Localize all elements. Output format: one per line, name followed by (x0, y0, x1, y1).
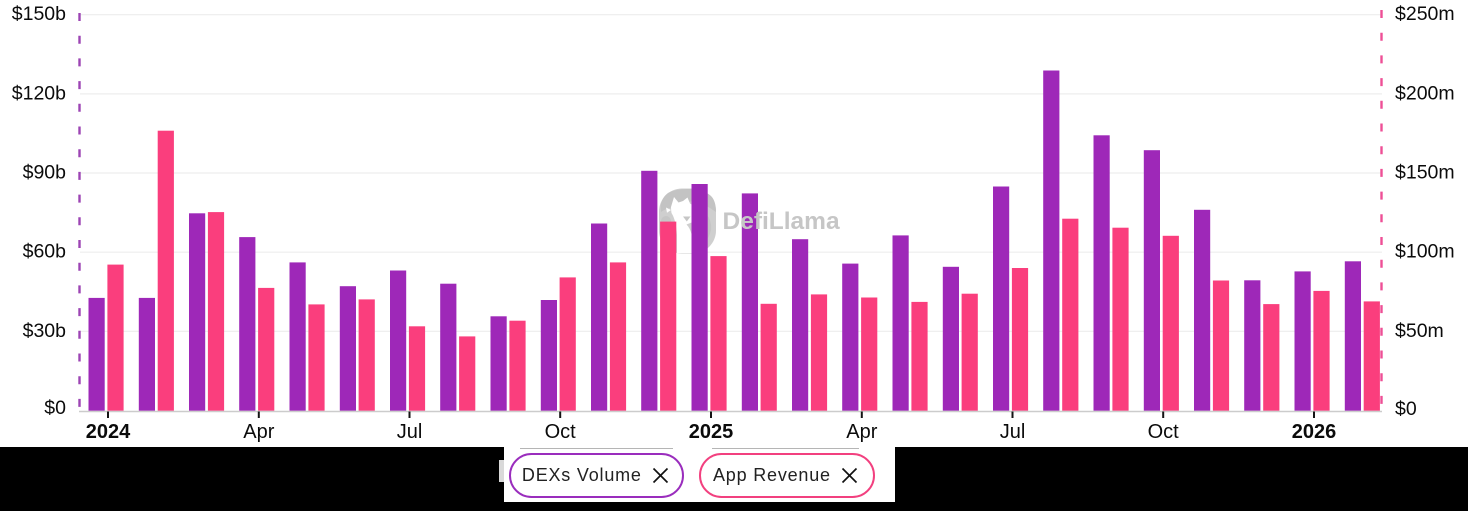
svg-text:$0: $0 (1395, 398, 1417, 420)
svg-text:$50m: $50m (1395, 320, 1444, 342)
svg-text:Oct: Oct (1148, 421, 1180, 443)
svg-text:Oct: Oct (545, 421, 577, 443)
svg-text:2026: 2026 (1292, 421, 1337, 443)
svg-text:2024: 2024 (86, 421, 131, 443)
svg-text:Apr: Apr (243, 421, 274, 443)
svg-text:$0: $0 (44, 397, 66, 419)
svg-text:Jul: Jul (1000, 421, 1026, 443)
svg-text:$150b: $150b (12, 3, 66, 25)
svg-text:Apr: Apr (846, 421, 877, 443)
svg-text:$120b: $120b (12, 82, 66, 104)
svg-text:$150m: $150m (1395, 162, 1455, 184)
svg-text:$250m: $250m (1395, 3, 1455, 25)
svg-text:2025: 2025 (689, 421, 734, 443)
svg-text:$60b: $60b (23, 241, 67, 263)
svg-text:Jul: Jul (397, 421, 423, 443)
svg-text:$100m: $100m (1395, 241, 1455, 263)
svg-text:$30b: $30b (23, 320, 67, 342)
svg-text:$90b: $90b (23, 162, 67, 184)
svg-text:$200m: $200m (1395, 82, 1455, 104)
